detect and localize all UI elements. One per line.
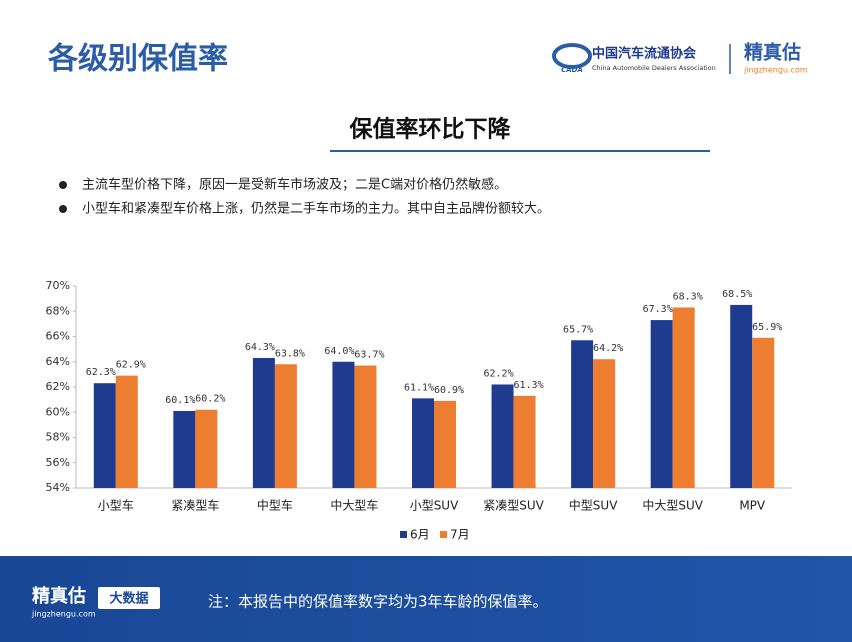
value-label: 61.3%	[514, 380, 544, 391]
bar	[252, 357, 275, 488]
logo-icon	[552, 43, 592, 69]
bullet-dot	[59, 205, 67, 213]
value-label: 65.9%	[752, 322, 782, 333]
y-tick-label: 62%	[46, 380, 70, 393]
value-label: 63.8%	[275, 348, 305, 359]
bar	[195, 409, 218, 488]
bar	[274, 364, 297, 488]
org-name-en: China Automobile Dealers Association	[592, 64, 716, 72]
value-label: 64.3%	[245, 342, 275, 353]
legend-label: 6月	[410, 528, 430, 542]
x-tick-label: 中大型SUV	[642, 498, 703, 513]
x-tick-label: 紧凑型SUV	[483, 499, 544, 513]
bar	[434, 400, 456, 488]
chart: 54% 56% 58% 60% 62% 64% 66% 68% 70% 小型车 62.3%62.9%…	[46, 279, 792, 542]
bullet: 小型车和紧凑型车价格上涨，仍然是二手车市场的主力。其中自主品牌份额较大。	[82, 201, 550, 217]
bar	[672, 307, 695, 488]
value-label: 68.5%	[722, 289, 752, 300]
bar	[513, 395, 536, 488]
value-label: 65.7%	[563, 324, 593, 335]
value-label: 62.9%	[116, 360, 146, 371]
x-tick-label: 小型车	[98, 498, 134, 513]
bar	[412, 398, 434, 488]
legend-label: 7月	[450, 528, 470, 542]
bar	[354, 365, 377, 488]
footer-badge	[98, 587, 160, 609]
y-tick-label: 56%	[46, 456, 70, 469]
logo-mark: CADA	[561, 66, 583, 74]
bar	[93, 383, 116, 488]
bar	[752, 337, 775, 488]
y-tick-label: 58%	[46, 431, 70, 444]
x-tick-label: 中大型车	[330, 498, 378, 513]
brand-url: jingzhengu.com	[743, 66, 808, 75]
y-tick-label: 68%	[46, 304, 70, 317]
bullet: 主流车型价格下降，原因一是受新车市场波及；二是C端对价格仍然敏感。	[82, 177, 507, 193]
bar	[332, 361, 355, 488]
x-tick-label: 小型SUV	[410, 499, 459, 513]
bar	[593, 359, 616, 488]
bar	[571, 340, 594, 488]
y-tick-label: 54%	[46, 481, 70, 494]
y-tick-label: 66%	[46, 330, 70, 343]
x-tick-label: 中型SUV	[569, 498, 618, 513]
value-label: 60.2%	[195, 394, 225, 405]
value-label: 62.3%	[86, 367, 116, 378]
footer-brand: 精真估	[32, 585, 86, 607]
value-label: 60.9%	[434, 385, 464, 396]
value-label: 64.2%	[593, 343, 623, 354]
y-tick-label: 70%	[46, 279, 70, 292]
bar	[173, 410, 196, 488]
y-tick-label: 60%	[46, 405, 70, 418]
x-tick-label: 紧凑型车	[171, 498, 219, 513]
bar	[115, 375, 138, 488]
slide-title: 各级别保值率	[47, 42, 228, 77]
x-tick-label: MPV	[739, 499, 766, 513]
bar	[491, 384, 514, 488]
legend-swatch	[400, 531, 407, 538]
x-tick-label: 中型车	[257, 498, 293, 513]
bar	[730, 304, 753, 488]
section-title: 保值率环比下降	[349, 116, 512, 143]
legend-swatch	[440, 531, 447, 538]
bullet-dot	[59, 181, 67, 189]
value-label: 67.3%	[643, 304, 673, 315]
brand: 精真估	[744, 41, 801, 64]
value-label: 61.1%	[404, 382, 434, 393]
value-label: 62.2%	[484, 368, 514, 379]
footer-note: 注：本报告中的保值率数字均为3年车龄的保值率。	[208, 593, 548, 611]
value-label: 68.3%	[673, 291, 703, 302]
footer-brand-url: jingzhengu.com	[31, 610, 96, 619]
value-label: 63.7%	[354, 350, 384, 361]
value-label: 60.1%	[165, 395, 195, 406]
y-tick-label: 64%	[46, 355, 70, 368]
value-label: 64.0%	[324, 346, 354, 357]
bar	[650, 320, 673, 488]
footer-badge-text: 大数据	[109, 591, 148, 607]
org-name: 中国汽车流通协会	[592, 46, 697, 62]
